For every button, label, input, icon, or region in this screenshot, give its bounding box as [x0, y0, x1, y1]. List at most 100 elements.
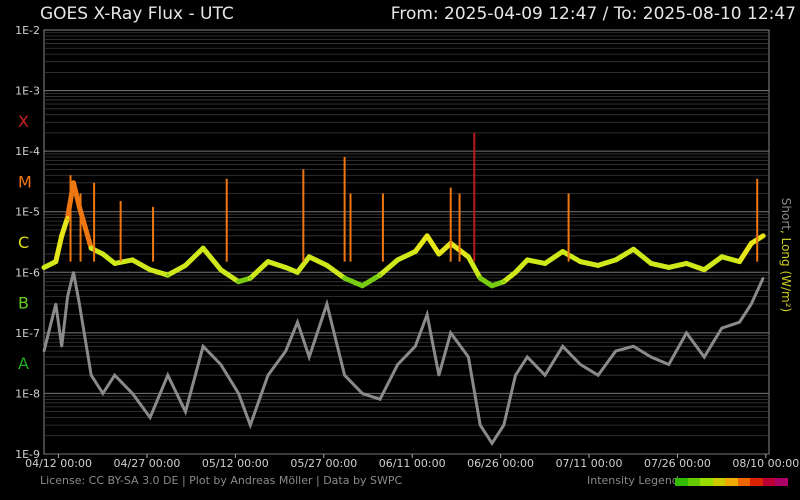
- short-point: [596, 373, 600, 377]
- y-axis-label: Short, Long (W/m²): [776, 198, 796, 312]
- long-segment: [719, 254, 743, 265]
- long-point: [360, 284, 364, 288]
- flare-class-labels: X M C B A: [18, 112, 32, 373]
- long-segment: [294, 254, 312, 275]
- long-segment: [737, 240, 754, 265]
- legend-swatch: [737, 478, 750, 486]
- short-point: [284, 349, 287, 353]
- long-point: [60, 234, 64, 238]
- short-point: [148, 416, 152, 419]
- long-point: [749, 241, 753, 245]
- long-point: [437, 252, 441, 256]
- flare-class-X: X: [18, 112, 29, 131]
- short-point: [325, 302, 329, 306]
- y-tick-label: 1E-2: [15, 24, 40, 37]
- long-point: [478, 276, 482, 280]
- short-point: [113, 373, 116, 377]
- long-point: [148, 268, 152, 272]
- short-point: [166, 373, 169, 377]
- short-point: [490, 442, 494, 445]
- short-point: [437, 373, 441, 377]
- short-point: [761, 276, 765, 280]
- long-point: [101, 252, 105, 256]
- intensity-legend: [675, 478, 788, 486]
- short-point: [685, 331, 688, 335]
- y-axis-label-long: Long (W/m²): [779, 237, 793, 313]
- short-point: [249, 423, 252, 427]
- short-point: [131, 392, 134, 395]
- long-segment: [265, 259, 289, 270]
- long-segment: [129, 257, 153, 273]
- short-point: [78, 302, 81, 306]
- legend-swatch: [687, 478, 700, 486]
- long-point: [543, 261, 547, 265]
- long-segment: [424, 233, 442, 257]
- short-point: [219, 363, 223, 366]
- y-tick-label: 1E-9: [15, 448, 40, 461]
- long-segment: [542, 249, 566, 266]
- short-point: [649, 355, 653, 359]
- long-segment: [377, 257, 401, 278]
- long-point: [201, 246, 205, 250]
- long-point: [702, 268, 706, 272]
- short-point: [414, 345, 417, 348]
- long-segment: [524, 257, 548, 266]
- x-tick-label: 06/11 00:00: [379, 457, 446, 470]
- long-point: [631, 247, 635, 251]
- long-segment: [182, 245, 206, 268]
- long-point: [307, 255, 311, 259]
- chart-title: GOES X-Ray Flux - UTC: [40, 4, 234, 24]
- short-point: [720, 326, 724, 330]
- series-short: [42, 271, 765, 447]
- long-segment: [112, 257, 135, 266]
- intensity-legend-label: Intensity Legend: [587, 474, 679, 487]
- long-segment: [147, 267, 171, 278]
- short-point: [101, 392, 105, 395]
- long-segment: [666, 260, 689, 270]
- long-segment: [577, 259, 601, 268]
- short-point: [42, 349, 46, 353]
- short-point: [526, 355, 529, 359]
- long-segment: [395, 249, 418, 263]
- long-segment: [560, 249, 583, 265]
- legend-swatch: [725, 478, 738, 486]
- long-segment: [465, 254, 483, 281]
- long-point: [490, 284, 494, 288]
- legend-swatch: [750, 478, 763, 486]
- long-segment: [59, 215, 71, 239]
- short-point: [343, 373, 346, 377]
- short-point: [396, 363, 399, 366]
- long-point: [561, 250, 565, 254]
- long-point: [578, 260, 582, 264]
- short-point: [449, 331, 452, 335]
- long-segment: [613, 246, 636, 263]
- time-range: From: 2025-04-09 12:47 / To: 2025-08-10 …: [390, 4, 796, 24]
- long-segment: [648, 260, 672, 270]
- short-point: [614, 349, 617, 353]
- long-point: [614, 258, 618, 262]
- long-segment: [218, 267, 242, 285]
- long-point: [413, 250, 417, 254]
- grid-lines: [44, 32, 769, 455]
- flare-class-C: C: [18, 233, 29, 252]
- x-tick-label: 05/12 00:00: [202, 457, 269, 470]
- long-point: [343, 276, 347, 280]
- long-point: [248, 276, 252, 280]
- long-point: [266, 260, 270, 264]
- legend-swatch: [700, 478, 713, 486]
- x-tick-label: 07/26 00:00: [644, 457, 711, 470]
- long-point: [325, 263, 329, 267]
- long-point: [42, 265, 46, 269]
- flare-class-M: M: [18, 172, 32, 191]
- short-point: [266, 373, 270, 377]
- long-segment: [630, 246, 654, 266]
- long-point: [130, 258, 134, 262]
- flare-class-A: A: [18, 354, 29, 373]
- long-segment: [70, 180, 82, 210]
- x-tick-label: 08/10 00:00: [732, 457, 799, 470]
- y-tick-label: 1E-3: [15, 85, 40, 98]
- short-point: [296, 320, 299, 324]
- y-tick-label: 1E-8: [15, 387, 40, 400]
- y-tick-label: 1E-6: [15, 266, 40, 279]
- short-point: [66, 295, 69, 298]
